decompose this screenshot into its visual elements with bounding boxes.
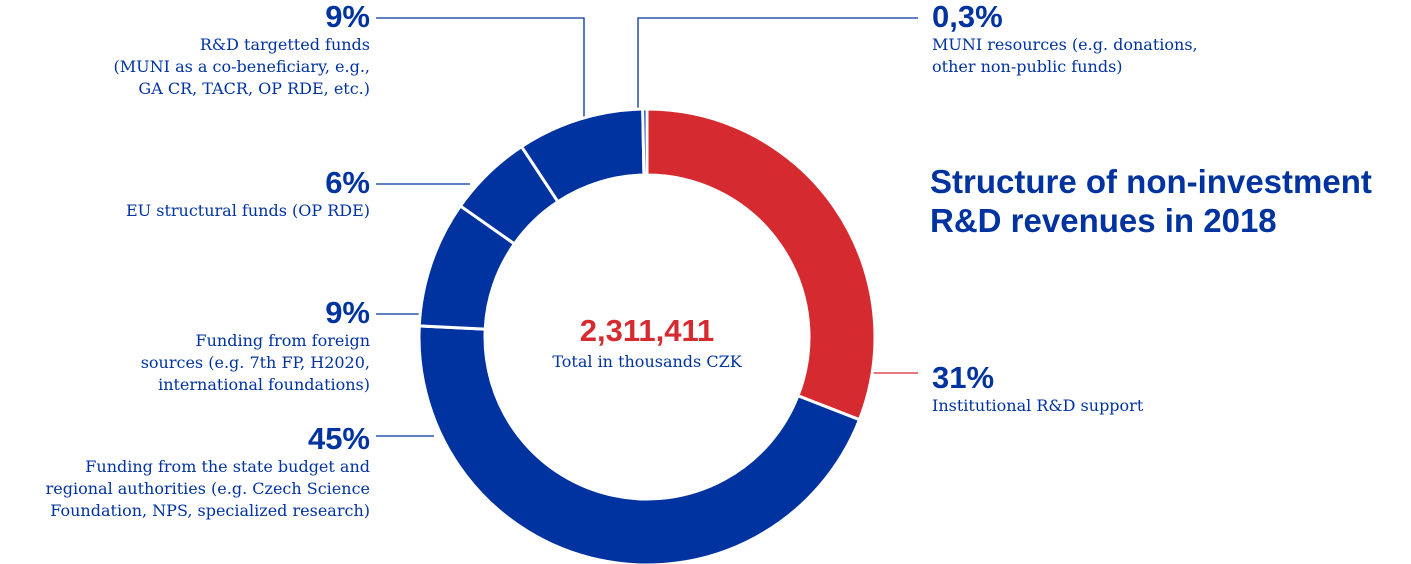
- slice-description-line-4-0: R&D targetted funds: [200, 35, 370, 54]
- donut-slices: [417, 107, 877, 564]
- slice-description-line-5-1: other non-public funds): [932, 57, 1123, 76]
- donut-slice-0: [645, 107, 877, 422]
- slice-percent-label-1: 45%: [308, 421, 370, 456]
- slice-description-line-3-0: EU structural funds (OP RDE): [126, 201, 370, 220]
- center-total-value: 2,311,411: [580, 313, 715, 348]
- slice-percent-label-2: 9%: [325, 295, 370, 330]
- leader-line-4: [376, 17, 585, 118]
- slice-description-line-4-2: GA CR, TACR, OP RDE, etc.): [138, 79, 370, 98]
- slice-percent-label-3: 6%: [325, 165, 370, 200]
- slice-description-line-0-0: Institutional R&D support: [932, 396, 1144, 415]
- slice-description-line-1-0: Funding from the state budget and: [85, 457, 370, 476]
- slice-percent-label-4: 9%: [325, 0, 370, 34]
- leader-line-5: [637, 17, 918, 108]
- slice-percent-label-5: 0,3%: [932, 0, 1003, 34]
- center-total-label: Total in thousands CZK: [552, 352, 742, 371]
- slice-description-line-2-0: Funding from foreign: [196, 331, 371, 350]
- slice-description-line-2-1: sources (e.g. 7th FP, H2020,: [141, 353, 370, 372]
- slice-description-line-5-0: MUNI resources (e.g. donations,: [932, 35, 1198, 54]
- leader-lines: [376, 17, 918, 437]
- chart-title: Structure of non-investment R&D revenues…: [930, 163, 1381, 239]
- donut-slice-5: [641, 107, 649, 177]
- slice-description-line-1-2: Foundation, NPS, specialized research): [50, 501, 370, 520]
- slice-description-line-4-1: (MUNI as a co-beneficiary, e.g.,: [114, 57, 370, 76]
- slice-description-line-1-1: regional authorities (e.g. Czech Science: [46, 479, 370, 498]
- slice-percent-label-0: 31%: [932, 360, 994, 395]
- donut-slice-1: [417, 324, 862, 564]
- slice-description-line-2-2: international foundations): [158, 375, 370, 394]
